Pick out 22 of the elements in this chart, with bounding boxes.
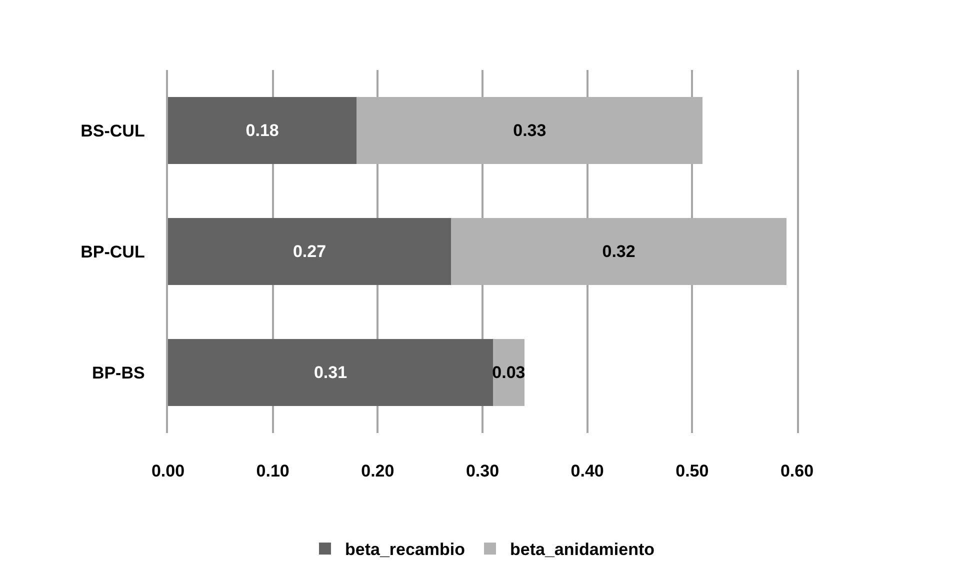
data-label: 0.03 bbox=[492, 363, 526, 382]
bar bbox=[492, 339, 524, 406]
data-label: 0.18 bbox=[246, 121, 279, 140]
x-tick-label: 0.40 bbox=[570, 461, 604, 480]
data-label: 0.27 bbox=[292, 242, 326, 261]
x-tick-label: 0.10 bbox=[256, 461, 290, 480]
legend-label: beta_anidamiento bbox=[510, 540, 655, 560]
x-tick-label: 0.60 bbox=[780, 461, 814, 480]
x-tick-label: 0.00 bbox=[151, 461, 185, 480]
x-tick-label: 0.30 bbox=[466, 461, 500, 480]
data-label: 0.31 bbox=[314, 363, 348, 382]
data-label: 0.32 bbox=[602, 242, 636, 261]
data-label: 0.33 bbox=[513, 121, 546, 140]
x-tick-label: 0.20 bbox=[361, 461, 394, 480]
y-tick-label: BP-BS bbox=[92, 363, 145, 382]
legend-label: beta_recambio bbox=[345, 540, 465, 560]
y-tick-label: BS-CUL bbox=[80, 121, 145, 140]
bar bbox=[168, 97, 357, 164]
x-tick-label: 0.50 bbox=[676, 461, 709, 480]
bar bbox=[168, 339, 493, 406]
bar bbox=[168, 218, 452, 285]
y-tick-label: BP-CUL bbox=[80, 242, 145, 262]
